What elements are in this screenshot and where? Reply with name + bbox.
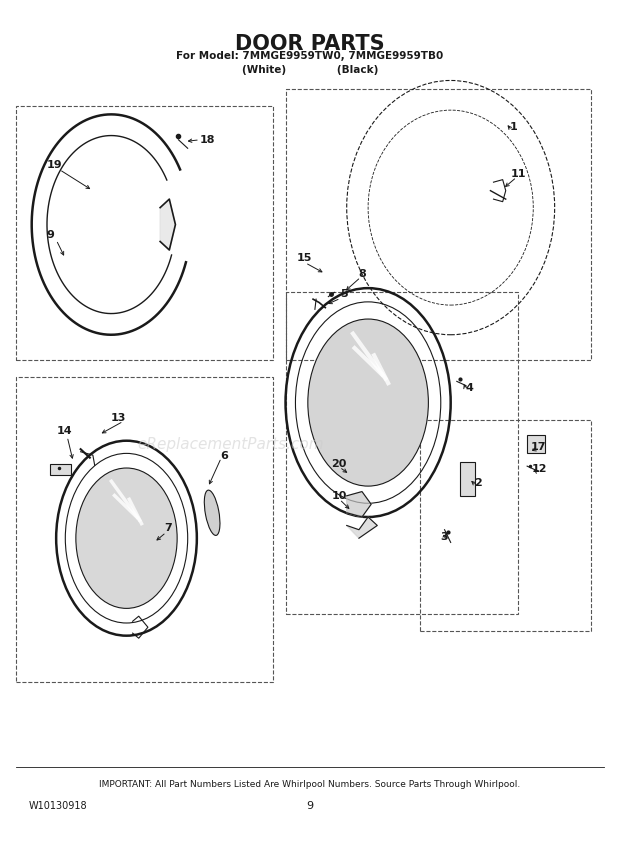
Text: 6: 6	[221, 451, 228, 461]
Text: (White)              (Black): (White) (Black)	[242, 65, 378, 75]
Bar	[527, 435, 546, 454]
Bar	[16, 106, 273, 360]
Bar	[50, 465, 71, 474]
Polygon shape	[160, 199, 175, 250]
Bar	[420, 419, 591, 632]
Text: W10130918: W10130918	[29, 801, 87, 811]
Text: DOOR PARTS: DOOR PARTS	[235, 34, 385, 54]
Text: 15: 15	[296, 253, 312, 264]
Text: 20: 20	[331, 459, 347, 468]
Text: 19: 19	[46, 160, 62, 170]
Text: eReplacementParts.com: eReplacementParts.com	[137, 437, 324, 453]
Bar	[460, 462, 475, 496]
Polygon shape	[347, 491, 371, 517]
Text: 8: 8	[358, 269, 366, 279]
Text: 1: 1	[509, 122, 517, 132]
Bar	[286, 293, 518, 615]
Text: 11: 11	[510, 169, 526, 179]
Bar	[16, 377, 273, 682]
Text: 12: 12	[531, 464, 547, 473]
Text: 4: 4	[465, 383, 473, 393]
Text: 10: 10	[332, 490, 347, 501]
Circle shape	[308, 319, 428, 486]
Text: 7: 7	[164, 523, 172, 533]
Ellipse shape	[205, 490, 220, 535]
Text: 3: 3	[441, 532, 448, 542]
Text: For Model: 7MMGE9959TW0, 7MMGE9959TB0: For Model: 7MMGE9959TW0, 7MMGE9959TB0	[176, 51, 444, 61]
Text: 9: 9	[46, 229, 54, 240]
Text: 18: 18	[200, 134, 216, 145]
Polygon shape	[347, 517, 378, 538]
Text: 5: 5	[340, 289, 347, 299]
Text: 14: 14	[56, 426, 72, 437]
Bar	[286, 89, 591, 360]
Text: 9: 9	[306, 801, 314, 811]
Text: IMPORTANT: All Part Numbers Listed Are Whirlpool Numbers. Source Parts Through W: IMPORTANT: All Part Numbers Listed Are W…	[99, 780, 521, 788]
Text: 17: 17	[530, 442, 546, 452]
Text: 2: 2	[474, 479, 482, 488]
Text: 13: 13	[110, 413, 126, 423]
Circle shape	[76, 468, 177, 609]
